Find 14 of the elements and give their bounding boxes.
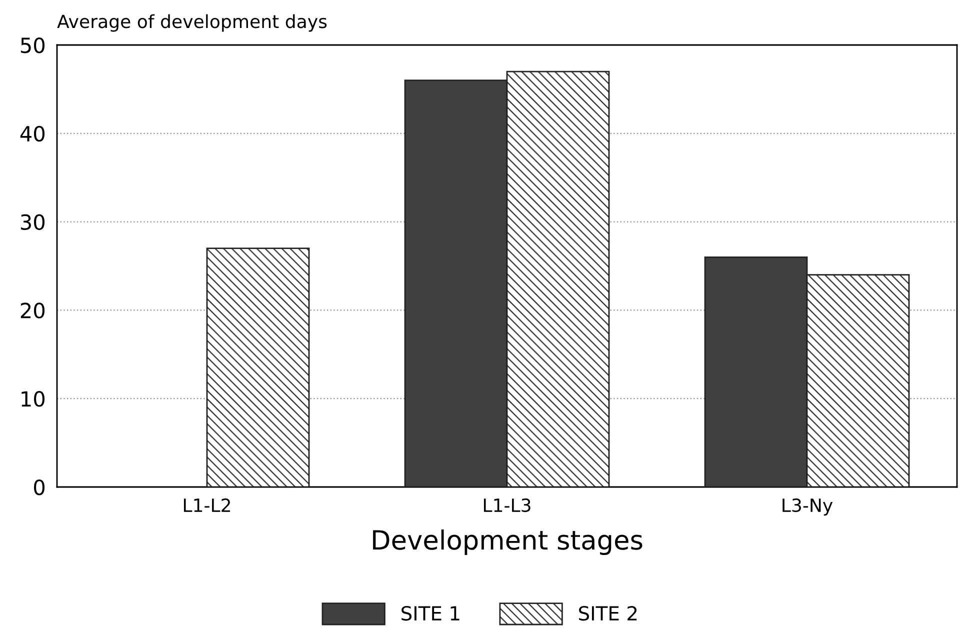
x-axis-title: Development stages [373,529,642,556]
legend-label: SITE 2 [579,606,637,621]
y-axis-title: Average of development days [57,14,327,32]
y-tick-label: 30 [20,214,45,230]
x-tick-label: L1-L3 [484,498,530,512]
y-tick-label: 50 [20,37,45,54]
bar [206,248,310,487]
x-tick-label: L3-Ny [782,498,833,516]
y-tick-label: 40 [20,126,45,142]
y-tick-label: 10 [22,391,45,407]
y-tick-label: 0 [34,479,45,496]
y-tick-label: 20 [20,302,45,318]
legend-label: SITE 1 [402,606,460,621]
x-tick-label: L1-L2 [184,498,230,512]
